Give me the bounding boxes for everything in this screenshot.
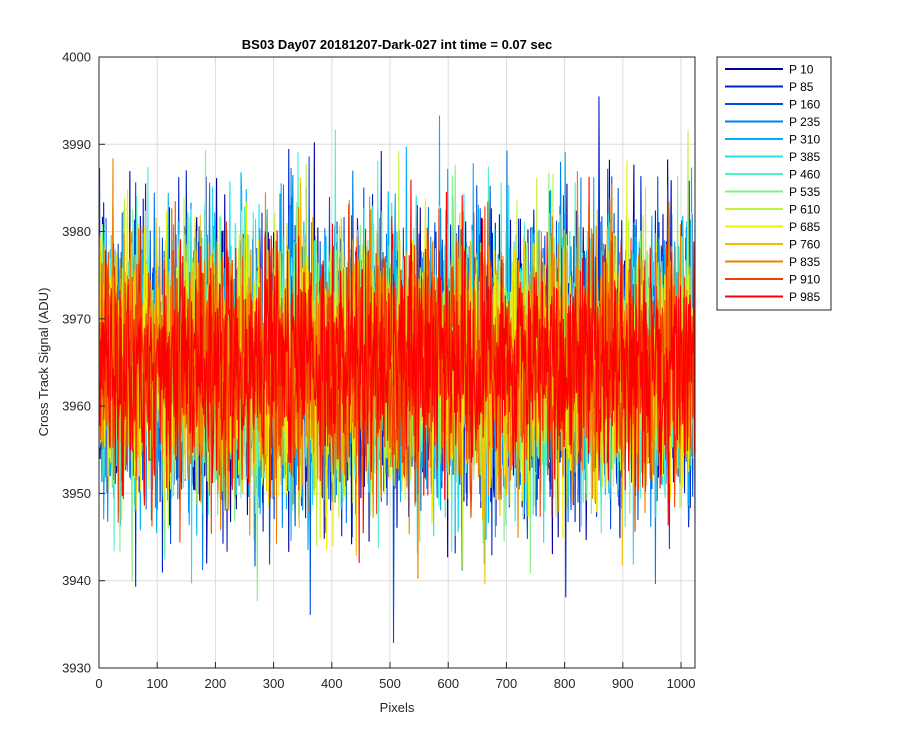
legend-label: P 10 [789, 63, 814, 77]
legend-label: P 685 [789, 220, 820, 234]
x-tick-label: 700 [496, 676, 518, 691]
series-lines [99, 96, 695, 643]
legend-label: P 835 [789, 255, 820, 269]
legend-label: P 385 [789, 150, 820, 164]
chart-title: BS03 Day07 20181207-Dark-027 int time = … [242, 37, 552, 52]
legend-label: P 85 [789, 80, 814, 94]
y-tick-label: 3970 [62, 311, 91, 326]
legend-label: P 235 [789, 115, 820, 129]
y-tick-label: 3980 [62, 224, 91, 239]
x-tick-label: 500 [379, 676, 401, 691]
y-tick-label: 3940 [62, 573, 91, 588]
axis-ticks: 0 100 200 300 400 500 600 700 800 900 1000 3930 3940… [62, 50, 695, 692]
x-axis-label: Pixels [380, 700, 415, 715]
legend-label: P 910 [789, 273, 820, 287]
x-tick-label: 300 [263, 676, 285, 691]
legend-label: P 460 [789, 168, 820, 182]
y-axis-label: Cross Track Signal (ADU) [36, 288, 51, 437]
legend-label: P 610 [789, 203, 820, 217]
legend-label: P 985 [789, 290, 820, 304]
legend-label: P 760 [789, 238, 820, 252]
x-tick-label: 800 [554, 676, 576, 691]
legend: P 10 P 85 P 160 P 235 P 310 P 385 P 460 P 535 P … [716, 56, 832, 311]
x-tick-label: 1000 [667, 676, 696, 691]
x-tick-label: 900 [612, 676, 634, 691]
legend-label: P 160 [789, 98, 820, 112]
legend-box [716, 56, 832, 311]
x-tick-label: 200 [205, 676, 227, 691]
series-line-14 [99, 176, 695, 563]
x-tick-label: 600 [437, 676, 459, 691]
x-tick-label: 400 [321, 676, 343, 691]
x-tick-label: 100 [146, 676, 168, 691]
x-tick-label: 0 [95, 676, 102, 691]
legend-label: P 310 [789, 133, 820, 147]
y-tick-label: 3930 [62, 661, 91, 676]
y-tick-label: 3950 [62, 486, 91, 501]
legend-label: P 535 [789, 185, 820, 199]
y-tick-label: 4000 [62, 50, 91, 65]
plot-area-border [98, 56, 696, 669]
y-tick-label: 3960 [62, 399, 91, 414]
y-tick-label: 3990 [62, 137, 91, 152]
